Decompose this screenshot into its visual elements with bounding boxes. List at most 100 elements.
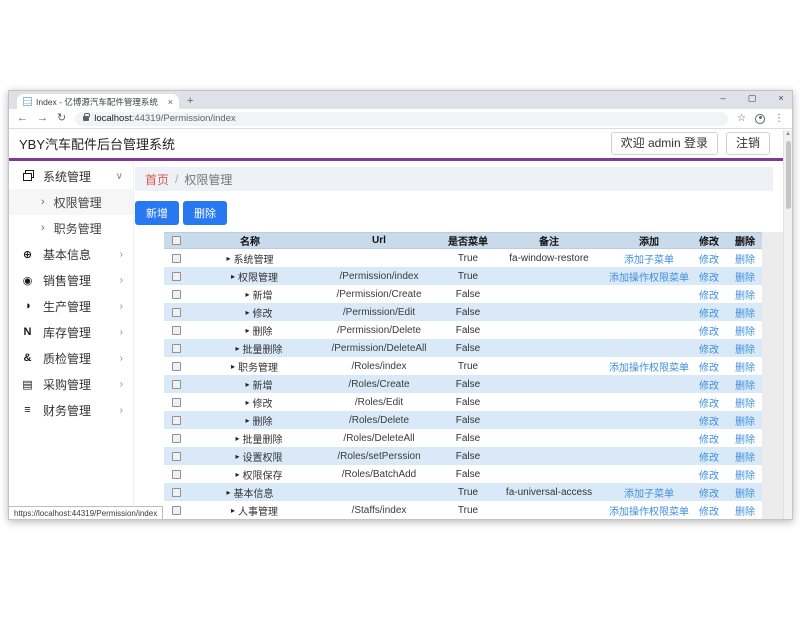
sidebar-item-system[interactable]: 系统管理 ∨ — [9, 163, 133, 189]
delete-link[interactable]: 删除 — [735, 290, 755, 302]
row-ismenu-cell: False — [455, 288, 481, 300]
tree-caret-icon[interactable]: ▸ — [226, 253, 231, 263]
row-checkbox[interactable] — [171, 433, 181, 443]
edit-link[interactable]: 修改 — [699, 290, 719, 302]
edit-link[interactable]: 修改 — [699, 362, 719, 374]
sidebar-subitem-permission[interactable]: › 权限管理 — [9, 189, 133, 215]
delete-link[interactable]: 删除 — [735, 272, 755, 284]
new-tab-button[interactable]: + — [187, 95, 194, 107]
row-checkbox[interactable] — [171, 325, 181, 335]
scrollbar-thumb[interactable] — [785, 141, 791, 209]
edit-link[interactable]: 修改 — [699, 416, 719, 428]
sidebar-subitem-roles[interactable]: › 职务管理 — [9, 215, 133, 241]
delete-link[interactable]: 删除 — [735, 452, 755, 464]
tree-caret-icon[interactable]: ▸ — [245, 397, 250, 407]
edit-link[interactable]: 修改 — [699, 506, 719, 518]
delete-link[interactable]: 删除 — [735, 416, 755, 428]
delete-link[interactable]: 删除 — [735, 344, 755, 356]
edit-link[interactable]: 修改 — [699, 308, 719, 320]
add-submenu-link[interactable]: 添加子菜单 — [624, 488, 674, 500]
edit-link[interactable]: 修改 — [699, 272, 719, 284]
browser-tab[interactable]: Index - 亿博源汽车配件管理系统 × — [17, 94, 179, 109]
sidebar-item-quality[interactable]: & 质检管理 › — [9, 345, 133, 371]
row-checkbox[interactable] — [171, 271, 181, 281]
row-checkbox[interactable] — [171, 253, 181, 263]
row-checkbox[interactable] — [171, 469, 181, 479]
sidebar-item-inventory[interactable]: N 库存管理 › — [9, 319, 133, 345]
sidebar-item-sales[interactable]: ◉ 销售管理 › — [9, 267, 133, 293]
row-checkbox[interactable] — [171, 487, 181, 497]
delete-link[interactable]: 删除 — [735, 470, 755, 482]
back-button[interactable]: ← — [17, 112, 28, 124]
add-submenu-link[interactable]: 添加操作权限菜单 — [609, 506, 689, 518]
reload-button[interactable]: ↻ — [57, 112, 67, 124]
row-checkbox[interactable] — [171, 379, 181, 389]
url-input[interactable]: localhost:44319/Permission/index — [75, 111, 729, 126]
row-checkbox[interactable] — [171, 397, 181, 407]
tree-caret-icon[interactable]: ▸ — [235, 433, 240, 443]
tree-caret-icon[interactable]: ▸ — [245, 415, 250, 425]
tree-caret-icon[interactable]: ▸ — [230, 505, 235, 515]
scroll-up-icon[interactable]: ▲ — [785, 131, 791, 137]
row-checkbox[interactable] — [171, 307, 181, 317]
delete-link[interactable]: 删除 — [735, 308, 755, 320]
profile-icon[interactable] — [755, 113, 765, 124]
delete-link[interactable]: 删除 — [735, 398, 755, 410]
delete-link[interactable]: 删除 — [735, 362, 755, 374]
window-minimize-button[interactable]: – — [720, 93, 726, 103]
delete-link[interactable]: 删除 — [735, 380, 755, 392]
row-checkbox[interactable] — [171, 451, 181, 461]
forward-button[interactable]: → — [37, 112, 48, 124]
logout-button[interactable]: 注销 — [725, 132, 770, 155]
select-all-checkbox[interactable] — [171, 236, 181, 245]
delete-link[interactable]: 删除 — [735, 254, 755, 266]
sidebar-item-purchase[interactable]: ▤ 采购管理 › — [9, 371, 133, 397]
tree-caret-icon[interactable]: ▸ — [245, 289, 250, 299]
row-checkbox[interactable] — [171, 505, 181, 515]
edit-link[interactable]: 修改 — [699, 488, 719, 500]
edit-link[interactable]: 修改 — [699, 326, 719, 338]
row-checkbox[interactable] — [171, 343, 181, 353]
tree-caret-icon[interactable]: ▸ — [226, 487, 231, 497]
edit-link[interactable]: 修改 — [699, 434, 719, 446]
bookmark-icon[interactable]: ☆ — [737, 113, 746, 124]
delete-link[interactable]: 删除 — [735, 434, 755, 446]
delete-link[interactable]: 删除 — [735, 506, 755, 518]
adjust-icon: ◑ — [24, 300, 31, 312]
edit-link[interactable]: 修改 — [699, 452, 719, 464]
edit-link[interactable]: 修改 — [699, 398, 719, 410]
add-submenu-link[interactable]: 添加操作权限菜单 — [609, 272, 689, 284]
row-ismenu-cell: False — [455, 414, 481, 426]
edit-link[interactable]: 修改 — [699, 380, 719, 392]
delete-link[interactable]: 删除 — [735, 488, 755, 500]
add-submenu-link[interactable]: 添加操作权限菜单 — [609, 362, 689, 374]
tree-caret-icon[interactable]: ▸ — [230, 361, 235, 371]
tree-caret-icon[interactable]: ▸ — [230, 271, 235, 281]
browser-menu-icon[interactable]: ⋮ — [774, 113, 784, 124]
add-button[interactable]: 新增 — [135, 201, 179, 225]
breadcrumb-home-link[interactable]: 首页 — [145, 172, 170, 187]
delete-link[interactable]: 删除 — [735, 326, 755, 338]
window-close-button[interactable]: × — [778, 93, 784, 103]
welcome-admin-button[interactable]: 欢迎 admin 登录 — [610, 132, 718, 155]
tree-caret-icon[interactable]: ▸ — [245, 307, 250, 317]
page-scrollbar[interactable]: ▲ — [783, 130, 792, 519]
edit-link[interactable]: 修改 — [699, 254, 719, 266]
tree-caret-icon[interactable]: ▸ — [245, 379, 250, 389]
edit-link[interactable]: 修改 — [699, 470, 719, 482]
tree-caret-icon[interactable]: ▸ — [235, 451, 240, 461]
row-checkbox[interactable] — [171, 289, 181, 299]
row-checkbox[interactable] — [171, 415, 181, 425]
sidebar-item-production[interactable]: ◑ 生产管理 › — [9, 293, 133, 319]
tree-caret-icon[interactable]: ▸ — [245, 325, 250, 335]
window-maximize-button[interactable]: ▢ — [747, 93, 757, 103]
sidebar-item-basic-info[interactable]: ⊕ 基本信息 › — [9, 241, 133, 267]
row-checkbox[interactable] — [171, 361, 181, 371]
edit-link[interactable]: 修改 — [699, 344, 719, 356]
add-submenu-link[interactable]: 添加子菜单 — [624, 254, 674, 266]
tab-close-icon[interactable]: × — [167, 96, 173, 107]
sidebar-item-finance[interactable]: ≡ 财务管理 › — [9, 397, 133, 423]
delete-button[interactable]: 删除 — [183, 201, 227, 225]
tree-caret-icon[interactable]: ▸ — [235, 469, 240, 479]
tree-caret-icon[interactable]: ▸ — [235, 343, 240, 353]
